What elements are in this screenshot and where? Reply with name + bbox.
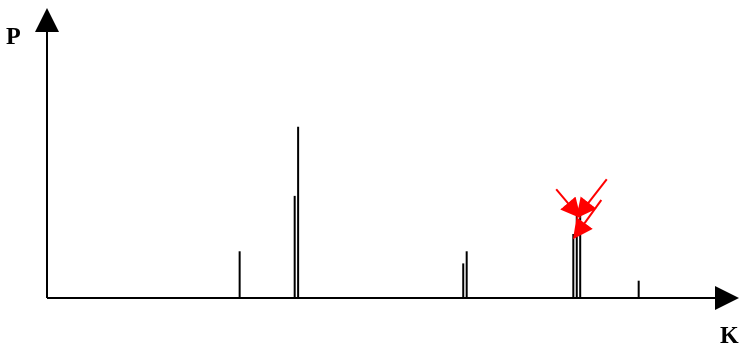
annotation-arrow-1 <box>576 178 608 219</box>
y-axis-label: P <box>6 24 21 50</box>
annotation-arrow-2 <box>555 188 581 219</box>
bars-layer <box>238 126 640 298</box>
x-axis-label: K <box>720 323 739 349</box>
annotation-arrow-3 <box>572 199 603 240</box>
annotations-layer <box>555 178 608 240</box>
